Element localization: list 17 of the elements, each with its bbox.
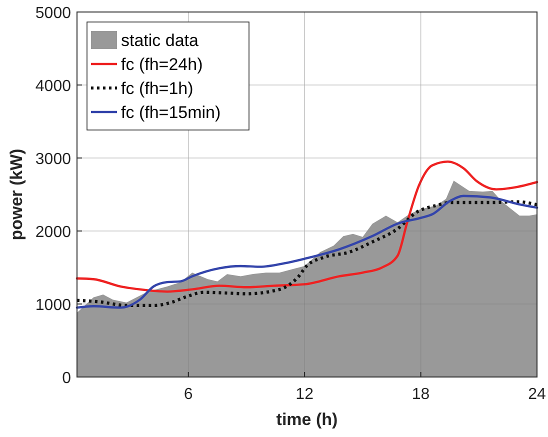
x-tick-label: 6 xyxy=(184,386,193,403)
legend-label: fc (fh=1h) xyxy=(121,79,194,98)
x-tick-label: 18 xyxy=(412,386,430,403)
x-axis-title: time (h) xyxy=(276,410,338,429)
y-tick-label: 2000 xyxy=(35,224,72,241)
x-tick-label: 24 xyxy=(528,386,546,403)
y-tick-label: 1000 xyxy=(35,297,72,314)
y-tick-label: 5000 xyxy=(35,5,72,22)
y-tick-label: 3000 xyxy=(35,151,72,168)
y-axis-title: power (kW) xyxy=(7,148,26,240)
x-tick-label: 12 xyxy=(296,386,314,403)
legend-label: fc (fh=24h) xyxy=(121,55,203,74)
legend-label: fc (fh=15min) xyxy=(121,103,221,122)
legend-label: static data xyxy=(121,31,200,50)
y-tick-label: 4000 xyxy=(35,78,72,95)
line-series xyxy=(76,160,538,293)
y-tick-label: 0 xyxy=(62,370,72,387)
